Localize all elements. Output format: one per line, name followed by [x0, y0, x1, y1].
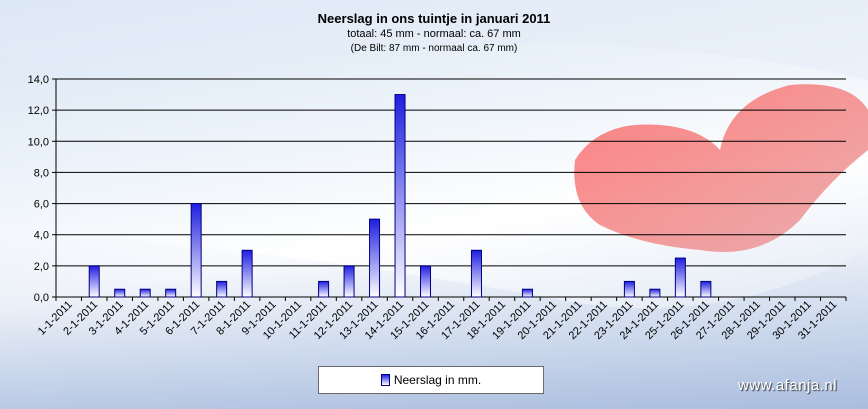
bar: [139, 288, 151, 298]
y-tick-label: 2,0: [34, 261, 49, 273]
bar: [114, 288, 126, 298]
bar: [420, 265, 432, 298]
bar: [649, 288, 661, 298]
y-tick-label: 4,0: [34, 230, 49, 242]
chart-subtitle-secondary: (De Bilt: 87 mm - normaal ca. 67 mm): [350, 43, 518, 54]
bar: [700, 280, 712, 298]
bar: [241, 249, 253, 298]
bar: [190, 203, 202, 298]
chart-subtitle: totaal: 45 mm - normaal: ca. 67 mm: [347, 28, 521, 40]
bar: [88, 265, 100, 298]
y-tick-label: 12,0: [28, 105, 49, 117]
bar: [623, 280, 635, 298]
legend: Neerslag in mm.: [318, 366, 544, 394]
legend-swatch: [380, 374, 390, 386]
y-tick-label: 14,0: [28, 74, 49, 86]
bar: [216, 280, 228, 298]
bar: [343, 265, 355, 298]
bar: [369, 218, 381, 298]
legend-label: Neerslag in mm.: [393, 373, 482, 387]
y-tick-label: 10,0: [28, 136, 49, 148]
bar: [521, 288, 533, 298]
y-tick-label: 6,0: [34, 199, 49, 211]
y-tick-label: 8,0: [34, 167, 49, 179]
chart-title: Neerslag in ons tuintje in januari 2011: [317, 11, 551, 26]
bar: [318, 280, 330, 298]
bar: [165, 288, 177, 298]
bar: [470, 249, 482, 298]
bar: [394, 94, 406, 298]
watermark-text: www.afanja.nl: [738, 377, 838, 394]
y-tick-label: 0,0: [34, 292, 49, 304]
bar: [674, 257, 686, 298]
